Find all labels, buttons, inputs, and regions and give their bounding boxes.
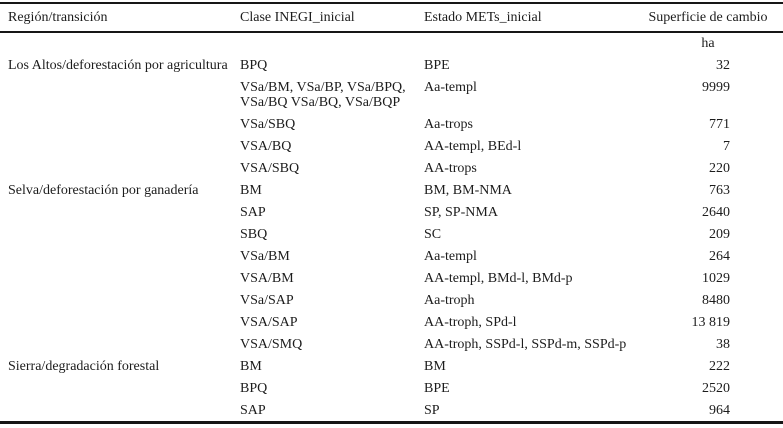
clase-cell: VSa/SBQ <box>240 116 296 132</box>
region-cell <box>0 113 240 135</box>
table-header: Región/transición Clase INEGI_inicial Es… <box>0 3 783 33</box>
table-row: SAP SP 964 <box>0 399 783 423</box>
col-header-clase: Clase INEGI_inicial <box>240 3 424 33</box>
table-row: BPQ BPE 2520 <box>0 377 783 399</box>
superficie-cell: 2640 <box>702 204 730 220</box>
col-header-estado: Estado METs_inicial <box>424 3 645 33</box>
region-cell <box>0 157 240 179</box>
estado-cell: Aa-troph <box>424 292 475 308</box>
clase-cell: VSa/SAP <box>240 292 294 308</box>
superficie-cell: 2520 <box>702 380 730 396</box>
table-row: VSA/BQ AA-templ, BEd-l 7 <box>0 135 783 157</box>
estado-cell: Aa-templ <box>424 79 477 95</box>
clase-cell: VSa/BM, VSa/BP, VSa/BPQ, VSa/BQ VSa/BQ, … <box>240 79 406 110</box>
region-cell <box>0 135 240 157</box>
region-cell: Sierra/degradación forestal <box>8 358 160 374</box>
unit-row: ha <box>0 32 783 54</box>
clase-cell: SBQ <box>240 226 268 242</box>
superficie-cell: 9999 <box>702 79 730 95</box>
table-row: VSA/BM AA-templ, BMd-l, BMd-p 1029 <box>0 267 783 289</box>
region-cell <box>0 311 240 333</box>
region-cell <box>0 399 240 423</box>
clase-cell: BM <box>240 358 262 374</box>
region-cell: Los Altos/deforestación por agricultura <box>8 57 228 73</box>
clase-cell: VSA/SAP <box>240 314 298 330</box>
table-row: SBQ SC 209 <box>0 223 783 245</box>
clase-cell: VSA/SBQ <box>240 160 300 176</box>
table-body: ha Los Altos/deforestación por agricultu… <box>0 32 783 423</box>
region-cell <box>0 245 240 267</box>
estado-cell: BPE <box>424 380 450 396</box>
estado-cell: AA-templ, BEd-l <box>424 138 522 154</box>
region-cell <box>0 223 240 245</box>
superficie-cell: 220 <box>709 160 730 176</box>
table-row: Selva/deforestación por ganadería BM BM,… <box>0 179 783 201</box>
col-header-region: Región/transición <box>0 3 240 33</box>
superficie-cell: 13 819 <box>691 314 731 330</box>
estado-cell: SP, SP-NMA <box>424 204 498 220</box>
superficie-cell: 771 <box>709 116 730 132</box>
table-row: VSA/SBQ AA-trops 220 <box>0 157 783 179</box>
estado-cell: Aa-templ <box>424 248 477 264</box>
estado-cell: AA-templ, BMd-l, BMd-p <box>424 270 573 286</box>
table-row: VSa/SAP Aa-troph 8480 <box>0 289 783 311</box>
superficie-cell: 209 <box>709 226 730 242</box>
estado-cell: AA-troph, SSPd-l, SSPd-m, SSPd-p <box>424 336 627 352</box>
table-row: VSa/BM Aa-templ 264 <box>0 245 783 267</box>
estado-cell: SP <box>424 402 440 418</box>
estado-cell: Aa-trops <box>424 116 473 132</box>
region-cell: Selva/deforestación por ganadería <box>8 182 199 198</box>
estado-cell <box>424 32 645 54</box>
col-header-superficie: Superficie de cambio <box>645 3 783 33</box>
clase-cell: BM <box>240 182 262 198</box>
clase-cell: SAP <box>240 402 266 418</box>
clase-cell: BPQ <box>240 380 268 396</box>
region-cell <box>0 201 240 223</box>
table-row: VSA/SMQ AA-troph, SSPd-l, SSPd-m, SSPd-p… <box>0 333 783 355</box>
table-row: VSa/BM, VSa/BP, VSa/BPQ, VSa/BQ VSa/BQ, … <box>0 76 783 113</box>
clase-cell: VSA/SMQ <box>240 336 303 352</box>
region-cell <box>0 32 240 54</box>
superficie-cell: 763 <box>709 182 730 198</box>
table-row: VSa/SBQ Aa-trops 771 <box>0 113 783 135</box>
superficie-cell: 1029 <box>702 270 730 286</box>
region-cell <box>0 289 240 311</box>
superficie-cell: 38 <box>716 336 730 352</box>
table-row: Los Altos/deforestación por agricultura … <box>0 54 783 76</box>
clase-cell: VSA/BQ <box>240 138 292 154</box>
unit-label: ha <box>701 36 715 51</box>
superficie-cell: 264 <box>709 248 730 264</box>
estado-cell: SC <box>424 226 442 242</box>
region-cell <box>0 267 240 289</box>
header-row: Región/transición Clase INEGI_inicial Es… <box>0 3 783 33</box>
table-row: SAP SP, SP-NMA 2640 <box>0 201 783 223</box>
superficie-cell: 8480 <box>702 292 730 308</box>
superficie-cell: 7 <box>723 138 730 154</box>
clase-cell: BPQ <box>240 57 268 73</box>
superficie-cell: 964 <box>709 402 730 418</box>
superficie-cell: 222 <box>709 358 730 374</box>
region-cell <box>0 377 240 399</box>
table-row: Sierra/degradación forestal BM BM 222 <box>0 355 783 377</box>
estado-cell: BM <box>424 358 446 374</box>
clase-cell: VSA/BM <box>240 270 294 286</box>
superficie-cell: 32 <box>716 57 730 73</box>
estado-cell: BM, BM-NMA <box>424 182 512 198</box>
table-row: VSA/SAP AA-troph, SPd-l 13 819 <box>0 311 783 333</box>
estado-cell: AA-trops <box>424 160 477 176</box>
clase-cell: VSa/BM <box>240 248 290 264</box>
estado-cell: AA-troph, SPd-l <box>424 314 517 330</box>
region-cell <box>0 76 240 113</box>
region-cell <box>0 333 240 355</box>
estado-cell: BPE <box>424 57 450 73</box>
clase-cell: SAP <box>240 204 266 220</box>
clase-cell <box>240 32 424 54</box>
